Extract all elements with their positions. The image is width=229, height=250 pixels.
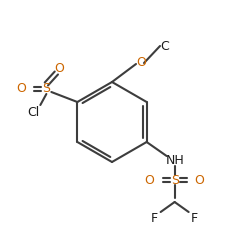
Text: C: C	[160, 40, 169, 52]
Text: S: S	[42, 82, 50, 96]
Text: Cl: Cl	[27, 106, 39, 118]
Text: F: F	[150, 212, 158, 226]
Text: S: S	[170, 174, 178, 186]
Text: O: O	[144, 174, 154, 186]
Text: F: F	[190, 212, 197, 226]
Text: O: O	[16, 82, 26, 96]
Text: NH: NH	[165, 154, 183, 166]
Text: O: O	[136, 56, 145, 70]
Text: O: O	[54, 62, 64, 74]
Text: O: O	[194, 174, 204, 186]
